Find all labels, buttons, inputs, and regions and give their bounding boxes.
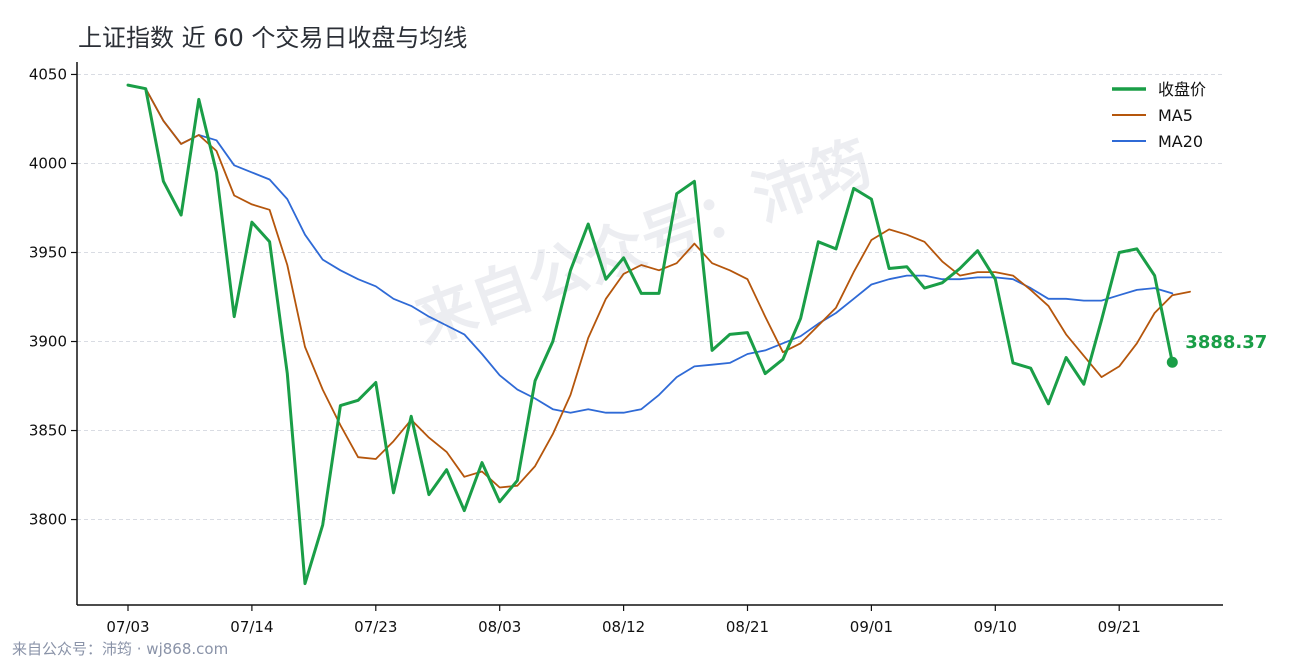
end-point-marker: [1166, 356, 1178, 368]
y-tick-label: 3800: [29, 511, 67, 529]
legend-label: MA5: [1158, 106, 1193, 125]
legend-label: MA20: [1158, 132, 1203, 151]
y-tick-label: 3850: [29, 422, 67, 440]
x-tick-label: 07/14: [230, 618, 273, 636]
series-line-close: [126, 83, 1174, 586]
legend-label: 收盘价: [1158, 80, 1206, 99]
axes: 3800 3850 3900 3950 4000 4050 07/03 07/14 07/23 0…: [29, 62, 1223, 636]
footer-credit: 来自公众号：沛筠 · wj868.com: [12, 640, 229, 658]
series-line-ma20: [127, 84, 1174, 414]
y-tick-label: 3950: [29, 243, 67, 261]
chart-title: 上证指数 近 60 个交易日收盘与均线: [78, 24, 468, 52]
watermark-text: 来自公众号：沛筠: [406, 128, 881, 358]
end-value-label: 3888.37: [1185, 332, 1267, 353]
x-tick-label: 08/03: [478, 618, 521, 636]
series-line-ma5: [127, 84, 1191, 489]
y-tick-label: 4000: [29, 154, 67, 172]
grid-lines: [77, 73, 1223, 521]
x-tick-label: 07/03: [106, 618, 149, 636]
x-tick-label: 08/21: [726, 618, 769, 636]
legend: 收盘价 MA5 MA20: [1112, 80, 1206, 151]
series-lines: 3888.37: [126, 83, 1267, 586]
x-tick-label: 09/10: [974, 618, 1017, 636]
y-tick-label: 3900: [29, 333, 67, 351]
y-tick-label: 4050: [29, 65, 67, 83]
watermark: 来自公众号：沛筠: [406, 128, 881, 358]
x-tick-label: 08/12: [602, 618, 645, 636]
x-tick-label: 09/21: [1098, 618, 1141, 636]
x-tick-label: 09/01: [850, 618, 893, 636]
x-tick-label: 07/23: [354, 618, 397, 636]
